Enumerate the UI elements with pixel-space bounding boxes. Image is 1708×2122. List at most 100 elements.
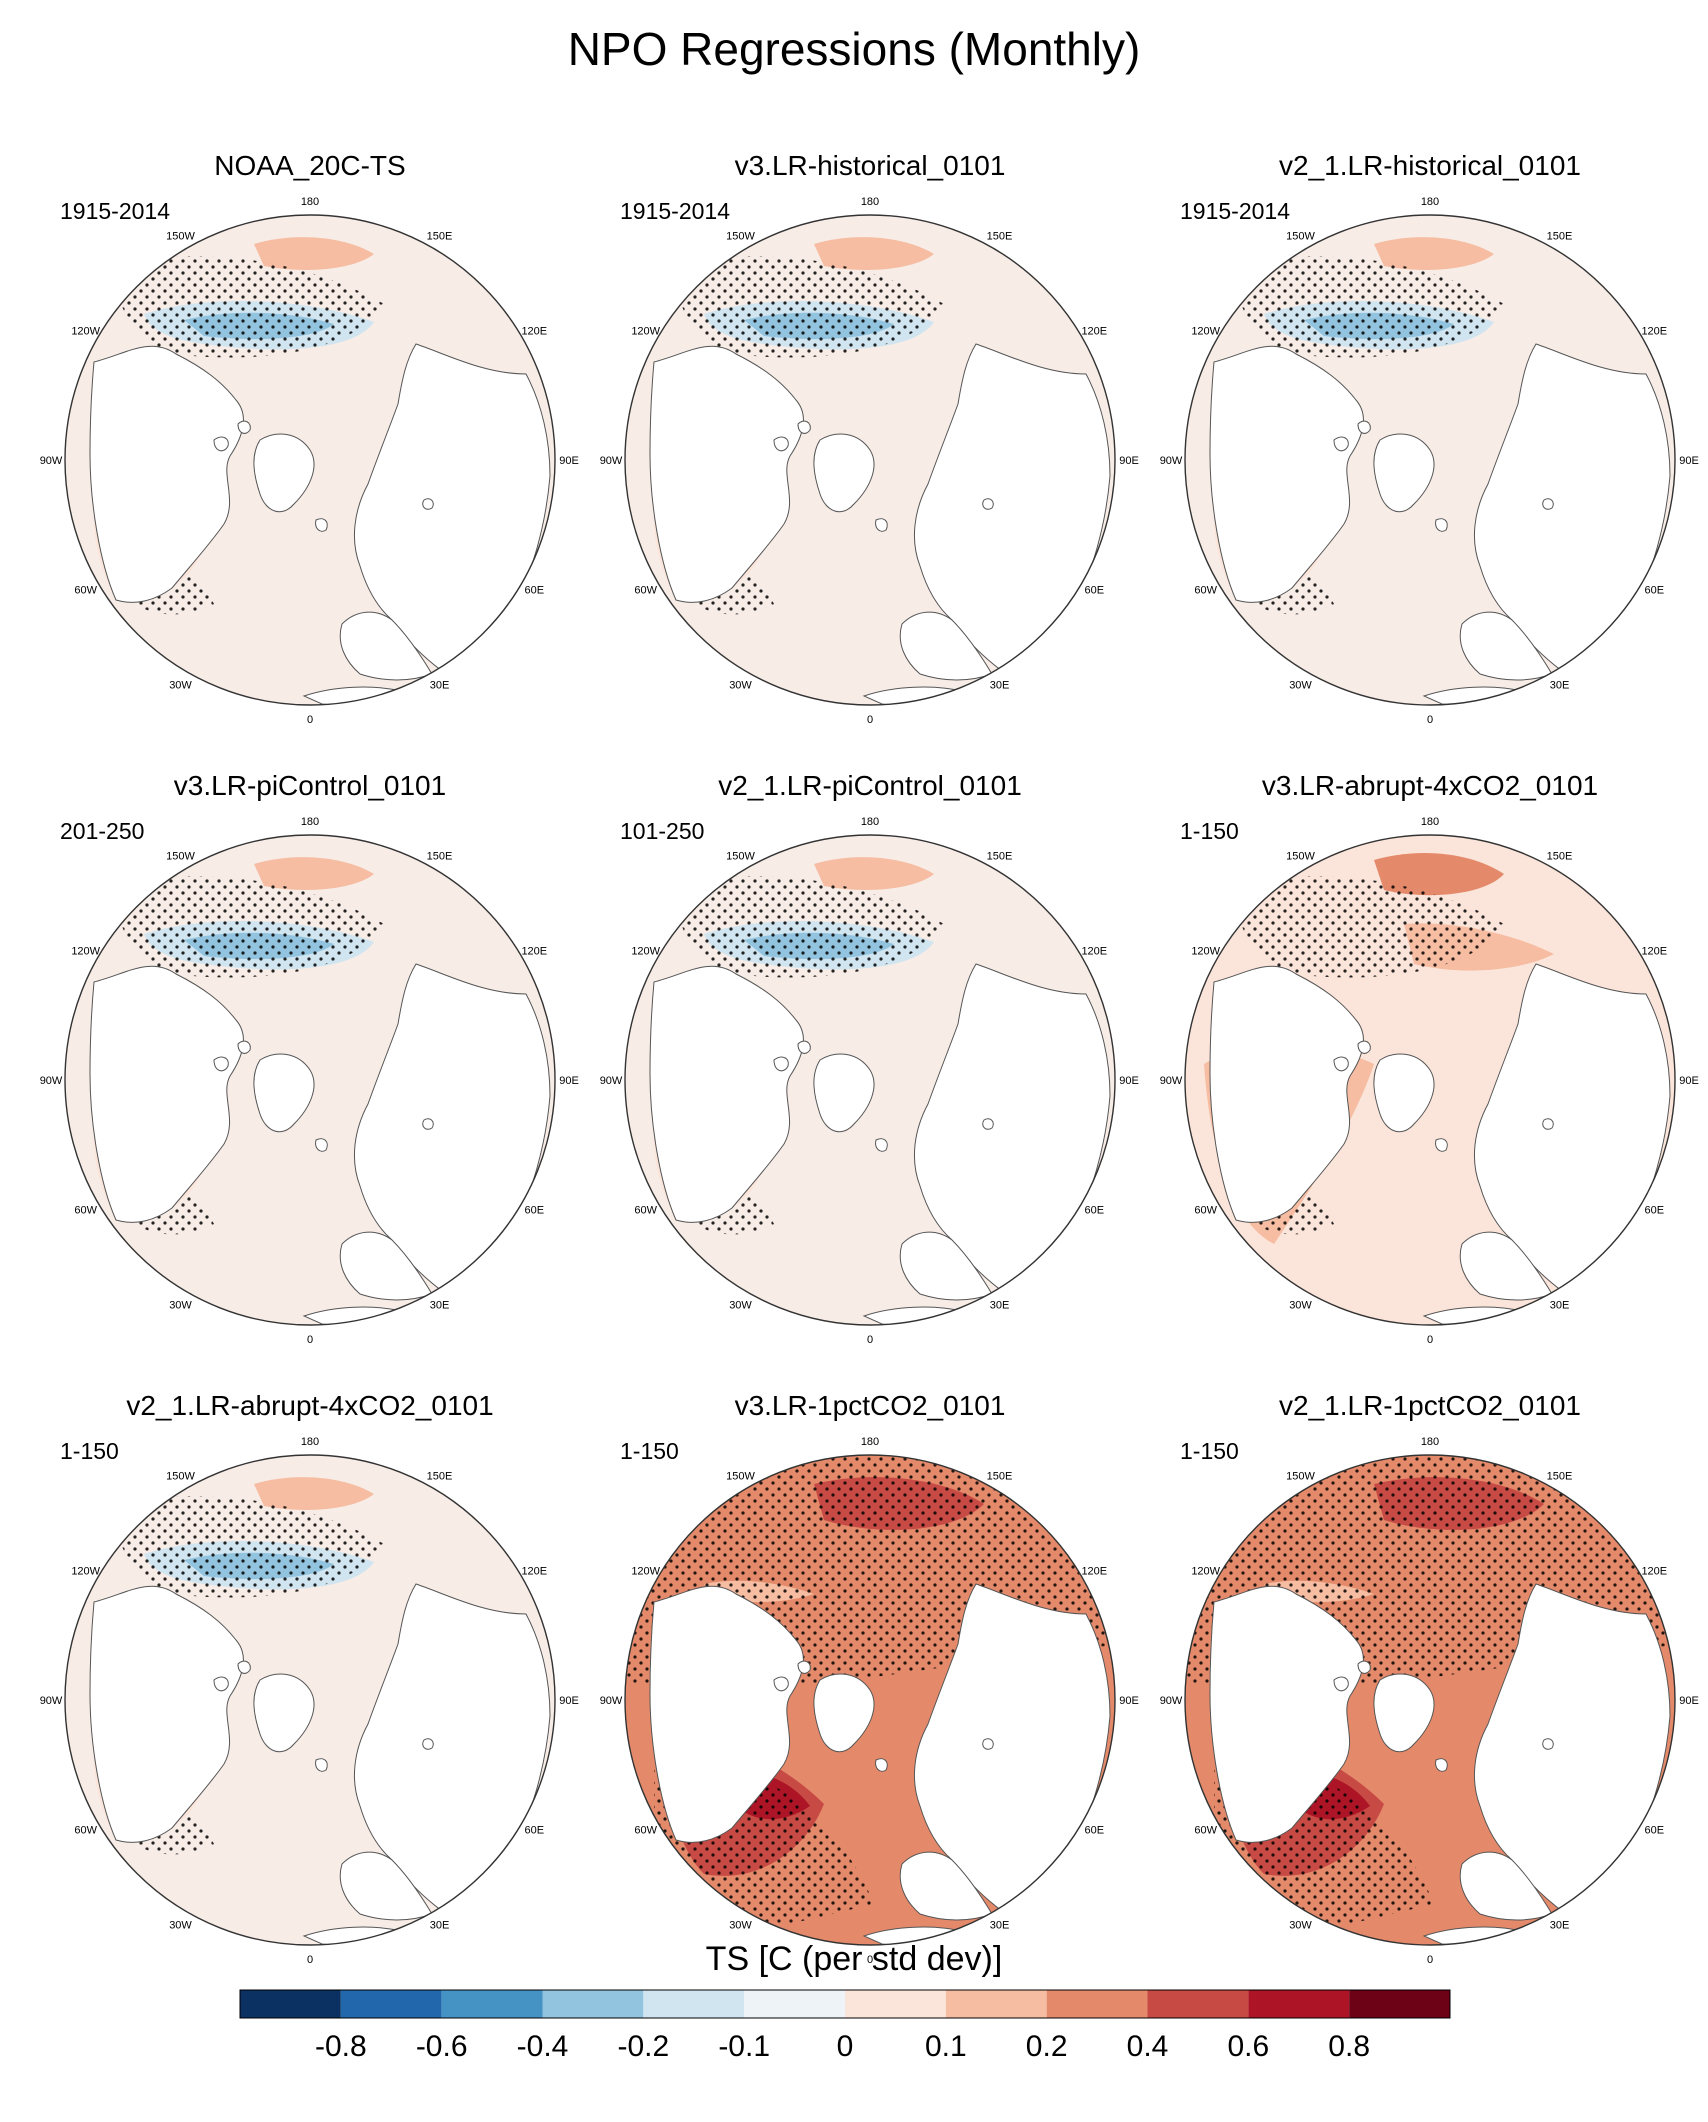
longitude-label: 30W (729, 1299, 752, 1311)
colorbar-segment (1349, 1990, 1450, 2018)
longitude-label: 0 (307, 1334, 313, 1346)
map-panel: v2_1.LR-1pctCO2_0101 1-150 180 150E 120E 90E 6… (1160, 1390, 1700, 1990)
panel-period: 1-150 (620, 1438, 679, 1464)
longitude-label: 150E (1547, 1471, 1573, 1483)
island (797, 1040, 811, 1054)
longitude-label: 90W (600, 1695, 623, 1707)
longitude-label: 150E (427, 1471, 453, 1483)
longitude-label: 90E (1679, 1075, 1699, 1087)
island (237, 420, 251, 434)
figure-title: NPO Regressions (Monthly) (567, 23, 1141, 75)
island (982, 1118, 994, 1130)
longitude-label: 90E (1119, 455, 1139, 467)
island (875, 518, 888, 532)
longitude-label: 30W (729, 679, 752, 691)
longitude-label: 30W (729, 1919, 752, 1931)
longitude-label: 120W (631, 326, 660, 338)
longitude-label: 30E (990, 1299, 1010, 1311)
longitude-label: 90W (600, 455, 623, 467)
longitude-label: 180 (861, 816, 879, 828)
map-panel: v2_1.LR-historical_0101 1915-2014 180 150E 1… (1160, 150, 1700, 750)
longitude-label: 30E (430, 1299, 450, 1311)
longitude-label: 120E (1641, 326, 1667, 338)
longitude-label: 90W (40, 455, 63, 467)
island (1435, 1138, 1448, 1152)
longitude-label: 0 (1427, 714, 1433, 726)
longitude-label: 180 (861, 1436, 879, 1448)
polar-map: 180 150E 120E 90E 60E 30E 0 30W 60W 90W 120W 150W (40, 1436, 579, 1966)
map-boundary (624, 834, 1116, 1326)
island (1333, 436, 1349, 452)
longitude-label: 150W (166, 231, 195, 243)
longitude-label: 150W (1286, 231, 1315, 243)
longitude-label: 120E (1081, 1566, 1107, 1578)
colorbar-tick-label: -0.1 (718, 2030, 770, 2063)
longitude-label: 60E (1085, 1825, 1105, 1837)
colorbar-segment (643, 1990, 745, 2018)
island (1333, 1056, 1349, 1072)
longitude-label: 90E (1679, 455, 1699, 467)
longitude-label: 150W (726, 851, 755, 863)
longitude-label: 150W (726, 1471, 755, 1483)
colorbar-segment (441, 1990, 543, 2018)
significance-stippling (1234, 876, 1504, 1235)
longitude-label: 30W (1289, 679, 1312, 691)
longitude-label: 120E (521, 326, 547, 338)
longitude-label: 30W (169, 679, 192, 691)
colorbar-segment (340, 1990, 442, 2018)
land-mass (253, 1673, 315, 1753)
map-boundary (624, 1454, 1116, 1946)
longitude-label: 0 (307, 714, 313, 726)
longitude-label: 180 (301, 816, 319, 828)
colorbar-tick-label: 0.2 (1026, 2030, 1068, 2063)
longitude-label: 150E (987, 231, 1013, 243)
island (773, 1056, 789, 1072)
land-mass (89, 1585, 244, 1843)
island (797, 1660, 811, 1674)
longitude-label: 120W (1191, 946, 1220, 958)
longitude-label: 120W (71, 946, 100, 958)
longitude-label: 120E (1081, 326, 1107, 338)
longitude-label: 150E (1547, 851, 1573, 863)
anomaly-region (254, 1477, 374, 1510)
land-mass (1373, 433, 1435, 513)
longitude-label: 0 (307, 1954, 313, 1966)
map-boundary (64, 1454, 556, 1946)
land-mass (813, 1673, 875, 1753)
colorbar-tick-label: 0.4 (1127, 2030, 1169, 2063)
longitude-label: 30W (1289, 1299, 1312, 1311)
map-boundary (1184, 1454, 1676, 1946)
longitude-label: 120W (1191, 326, 1220, 338)
island (982, 498, 994, 510)
longitude-label: 150W (166, 1471, 195, 1483)
significance-stippling (674, 876, 944, 1235)
longitude-label: 180 (861, 196, 879, 208)
colorbar-segment (945, 1990, 1047, 2018)
colorbar-title: TS [C (per std dev)] (705, 1940, 1003, 1978)
longitude-label: 120E (1641, 1566, 1667, 1578)
island (875, 1138, 888, 1152)
land-mass (1209, 1585, 1364, 1843)
longitude-label: 90W (40, 1075, 63, 1087)
longitude-label: 120E (1081, 946, 1107, 958)
longitude-label: 150W (726, 231, 755, 243)
map-panel: v2_1.LR-piControl_0101 101-250 180 150E 120E… (600, 770, 1140, 1370)
colorbar-tick-label: -0.8 (315, 2030, 367, 2063)
colorbar-tick-label: -0.6 (416, 2030, 468, 2063)
longitude-label: 90E (1679, 1695, 1699, 1707)
significance-stippling (114, 1496, 384, 1855)
longitude-label: 150E (427, 231, 453, 243)
island (213, 1676, 229, 1692)
island (875, 1758, 888, 1772)
longitude-label: 120W (631, 946, 660, 958)
longitude-label: 0 (867, 714, 873, 726)
longitude-label: 30E (1550, 679, 1570, 691)
longitude-label: 150W (166, 851, 195, 863)
panel-title: v2_1.LR-historical_0101 (1279, 150, 1581, 181)
longitude-label: 60E (1085, 1205, 1105, 1217)
anomaly-region (1374, 237, 1494, 270)
map-boundary (1184, 214, 1676, 706)
longitude-label: 30W (169, 1919, 192, 1931)
island (422, 1738, 434, 1750)
longitude-label: 60W (1194, 1205, 1217, 1217)
